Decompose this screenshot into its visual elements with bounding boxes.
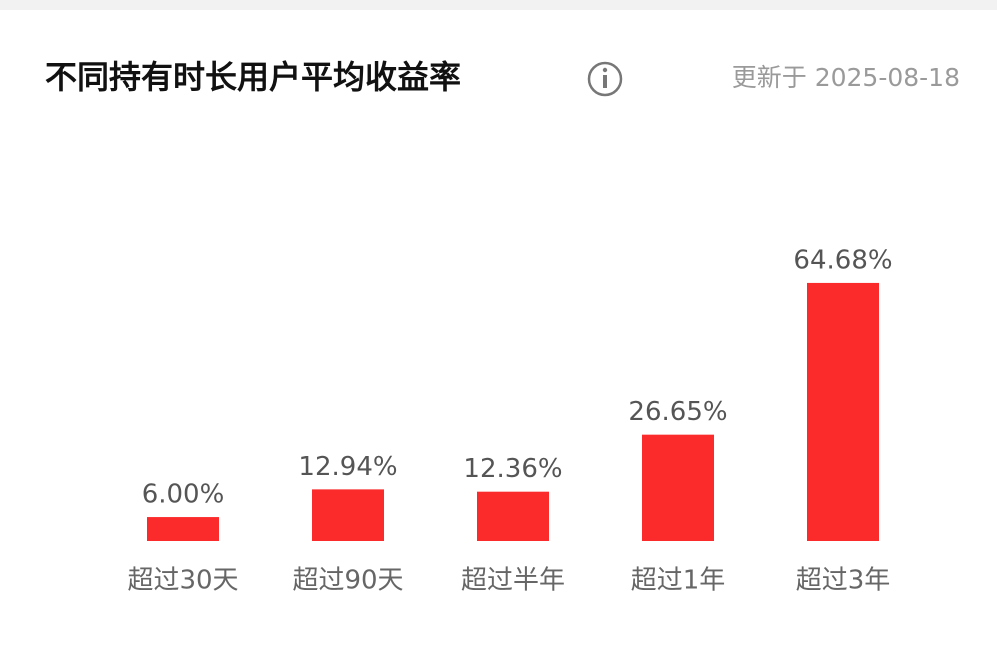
value-label: 12.94%: [298, 452, 397, 482]
info-icon[interactable]: [587, 61, 623, 97]
category-label: 超过90天: [292, 566, 403, 596]
category-label: 超过半年: [461, 566, 565, 596]
value-label: 6.00%: [142, 480, 225, 510]
value-label: 12.36%: [463, 454, 562, 484]
info-circle: [587, 61, 623, 97]
bar: [147, 517, 219, 541]
value-label: 64.68%: [793, 245, 892, 275]
category-label: 超过3年: [796, 566, 891, 596]
info-bar: [603, 75, 607, 88]
info-dot: [602, 67, 608, 73]
bar: [312, 489, 384, 541]
category-label: 超过30天: [127, 566, 238, 596]
bar: [807, 282, 879, 541]
value-label: 26.65%: [628, 397, 727, 427]
top-band: [0, 0, 997, 10]
update-date: 更新于 2025-08-18: [732, 63, 960, 92]
chart-title: 不同持有时长用户平均收益率: [45, 58, 461, 96]
bar: [477, 491, 549, 541]
bar: [642, 434, 714, 541]
category-label: 超过1年: [631, 566, 726, 596]
